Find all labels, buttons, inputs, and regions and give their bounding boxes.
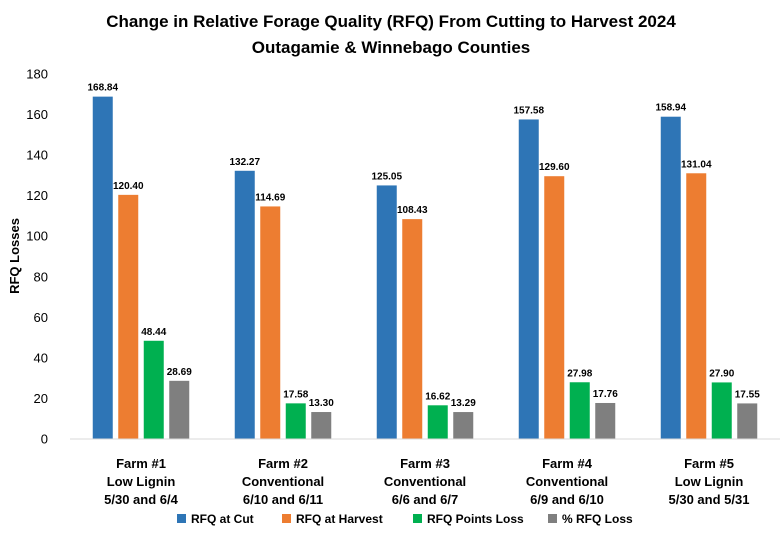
x-category-label: Farm #4 bbox=[542, 456, 593, 471]
data-label: 125.05 bbox=[371, 171, 402, 182]
legend: RFQ at Cut RFQ at Harvest RFQ Points Loss%… bbox=[177, 512, 633, 526]
y-tick-label: 20 bbox=[34, 391, 48, 406]
data-label: 28.69 bbox=[167, 367, 192, 378]
bar-series bbox=[92, 96, 758, 440]
category-labels: Farm #1 Low Lignin 5/30 and 6/4 Farm #2 Conv… bbox=[104, 456, 749, 507]
x-category-label: 6/9 and 6/10 bbox=[530, 492, 604, 507]
bar-rfq-at-harvest-farm-3 bbox=[402, 219, 423, 439]
legend-swatch bbox=[413, 514, 422, 523]
x-category-label: 6/10 and 6/11 bbox=[243, 492, 323, 507]
y-tick-label: 100 bbox=[26, 229, 48, 244]
bar-rfq-points-loss-farm-5 bbox=[711, 382, 732, 439]
data-label: 120.40 bbox=[113, 181, 144, 192]
bar-rfq-at-cut-farm-2 bbox=[234, 170, 255, 439]
x-category-label: Conventional bbox=[526, 474, 608, 489]
data-label: 17.58 bbox=[283, 389, 308, 400]
x-category-label: 5/30 and 5/31 bbox=[669, 492, 750, 507]
data-label: 17.76 bbox=[593, 389, 618, 400]
y-axis-ticks: 0 20 40 60 80 100 120 140 160 180 bbox=[26, 67, 48, 447]
legend-item-label: RFQ at Cut bbox=[191, 512, 254, 526]
bar-rfq-at-cut-farm-1 bbox=[92, 96, 113, 439]
x-category-label: 6/6 and 6/7 bbox=[392, 492, 458, 507]
bar-rfq-at-harvest-farm-1 bbox=[118, 194, 139, 439]
y-tick-label: 180 bbox=[26, 67, 48, 82]
data-label: 16.62 bbox=[425, 391, 450, 402]
x-category-label: Conventional bbox=[242, 474, 324, 489]
y-tick-label: 160 bbox=[26, 107, 48, 122]
data-label: 13.29 bbox=[451, 398, 476, 409]
data-label: 27.90 bbox=[709, 368, 734, 379]
y-axis-label: RFQ Losses bbox=[7, 218, 22, 294]
legend-item-label: RFQ Points Loss bbox=[427, 512, 524, 526]
x-category-label: Low Lignin bbox=[675, 474, 744, 489]
bar-rfq-points-loss-farm-1 bbox=[143, 340, 164, 439]
data-label: 158.94 bbox=[655, 103, 686, 114]
bar-rfq-at-cut-farm-3 bbox=[376, 185, 397, 439]
data-label: 108.43 bbox=[397, 205, 428, 216]
data-label: 13.30 bbox=[309, 398, 334, 409]
legend-item-label: % RFQ Loss bbox=[562, 512, 633, 526]
data-label: 131.04 bbox=[681, 159, 712, 170]
data-label: 114.69 bbox=[255, 192, 285, 203]
x-category-label: Farm #5 bbox=[684, 456, 734, 471]
x-category-label: Conventional bbox=[384, 474, 466, 489]
chart-title: Change in Relative Forage Quality (RFQ) … bbox=[106, 12, 676, 31]
bar-rfq-at-cut-farm-4 bbox=[518, 119, 539, 440]
data-label: 168.84 bbox=[87, 83, 118, 94]
bar-rfq-loss-farm-5 bbox=[737, 403, 758, 439]
bar-rfq-at-cut-farm-5 bbox=[660, 116, 681, 439]
bar-rfq-at-harvest-farm-5 bbox=[686, 173, 707, 439]
bar-rfq-at-harvest-farm-2 bbox=[260, 206, 281, 439]
bar-rfq-loss-farm-3 bbox=[453, 412, 474, 439]
x-category-label: 5/30 and 6/4 bbox=[104, 492, 178, 507]
bar-rfq-points-loss-farm-3 bbox=[427, 405, 448, 439]
data-label: 132.27 bbox=[229, 157, 260, 168]
legend-swatch bbox=[282, 514, 291, 523]
bar-rfq-loss-farm-1 bbox=[169, 380, 190, 439]
data-labels: 168.84120.4048.4428.69132.27114.6917.581… bbox=[87, 83, 760, 409]
bar-rfq-loss-farm-4 bbox=[595, 402, 616, 439]
data-label: 27.98 bbox=[567, 368, 592, 379]
y-tick-label: 0 bbox=[41, 432, 48, 447]
bar-rfq-points-loss-farm-4 bbox=[569, 382, 590, 439]
y-tick-label: 40 bbox=[34, 350, 48, 365]
bar-rfq-points-loss-farm-2 bbox=[285, 403, 306, 439]
chart-subtitle: Outagamie & Winnebago Counties bbox=[252, 38, 530, 57]
x-category-label: Farm #3 bbox=[400, 456, 450, 471]
legend-swatch bbox=[177, 514, 186, 523]
y-tick-label: 140 bbox=[26, 148, 48, 163]
y-tick-label: 120 bbox=[26, 188, 48, 203]
bar-rfq-loss-farm-2 bbox=[311, 412, 332, 439]
data-label: 129.60 bbox=[539, 162, 570, 173]
x-category-label: Farm #1 bbox=[116, 456, 166, 471]
legend-swatch bbox=[548, 514, 557, 523]
x-category-label: Low Lignin bbox=[107, 474, 176, 489]
bar-rfq-at-harvest-farm-4 bbox=[544, 176, 565, 439]
data-label: 48.44 bbox=[141, 327, 166, 338]
data-label: 17.55 bbox=[735, 389, 760, 400]
legend-item-label: RFQ at Harvest bbox=[296, 512, 383, 526]
x-category-label: Farm #2 bbox=[258, 456, 308, 471]
data-label: 157.58 bbox=[513, 105, 544, 116]
y-tick-label: 60 bbox=[34, 310, 48, 325]
y-tick-label: 80 bbox=[34, 269, 48, 284]
